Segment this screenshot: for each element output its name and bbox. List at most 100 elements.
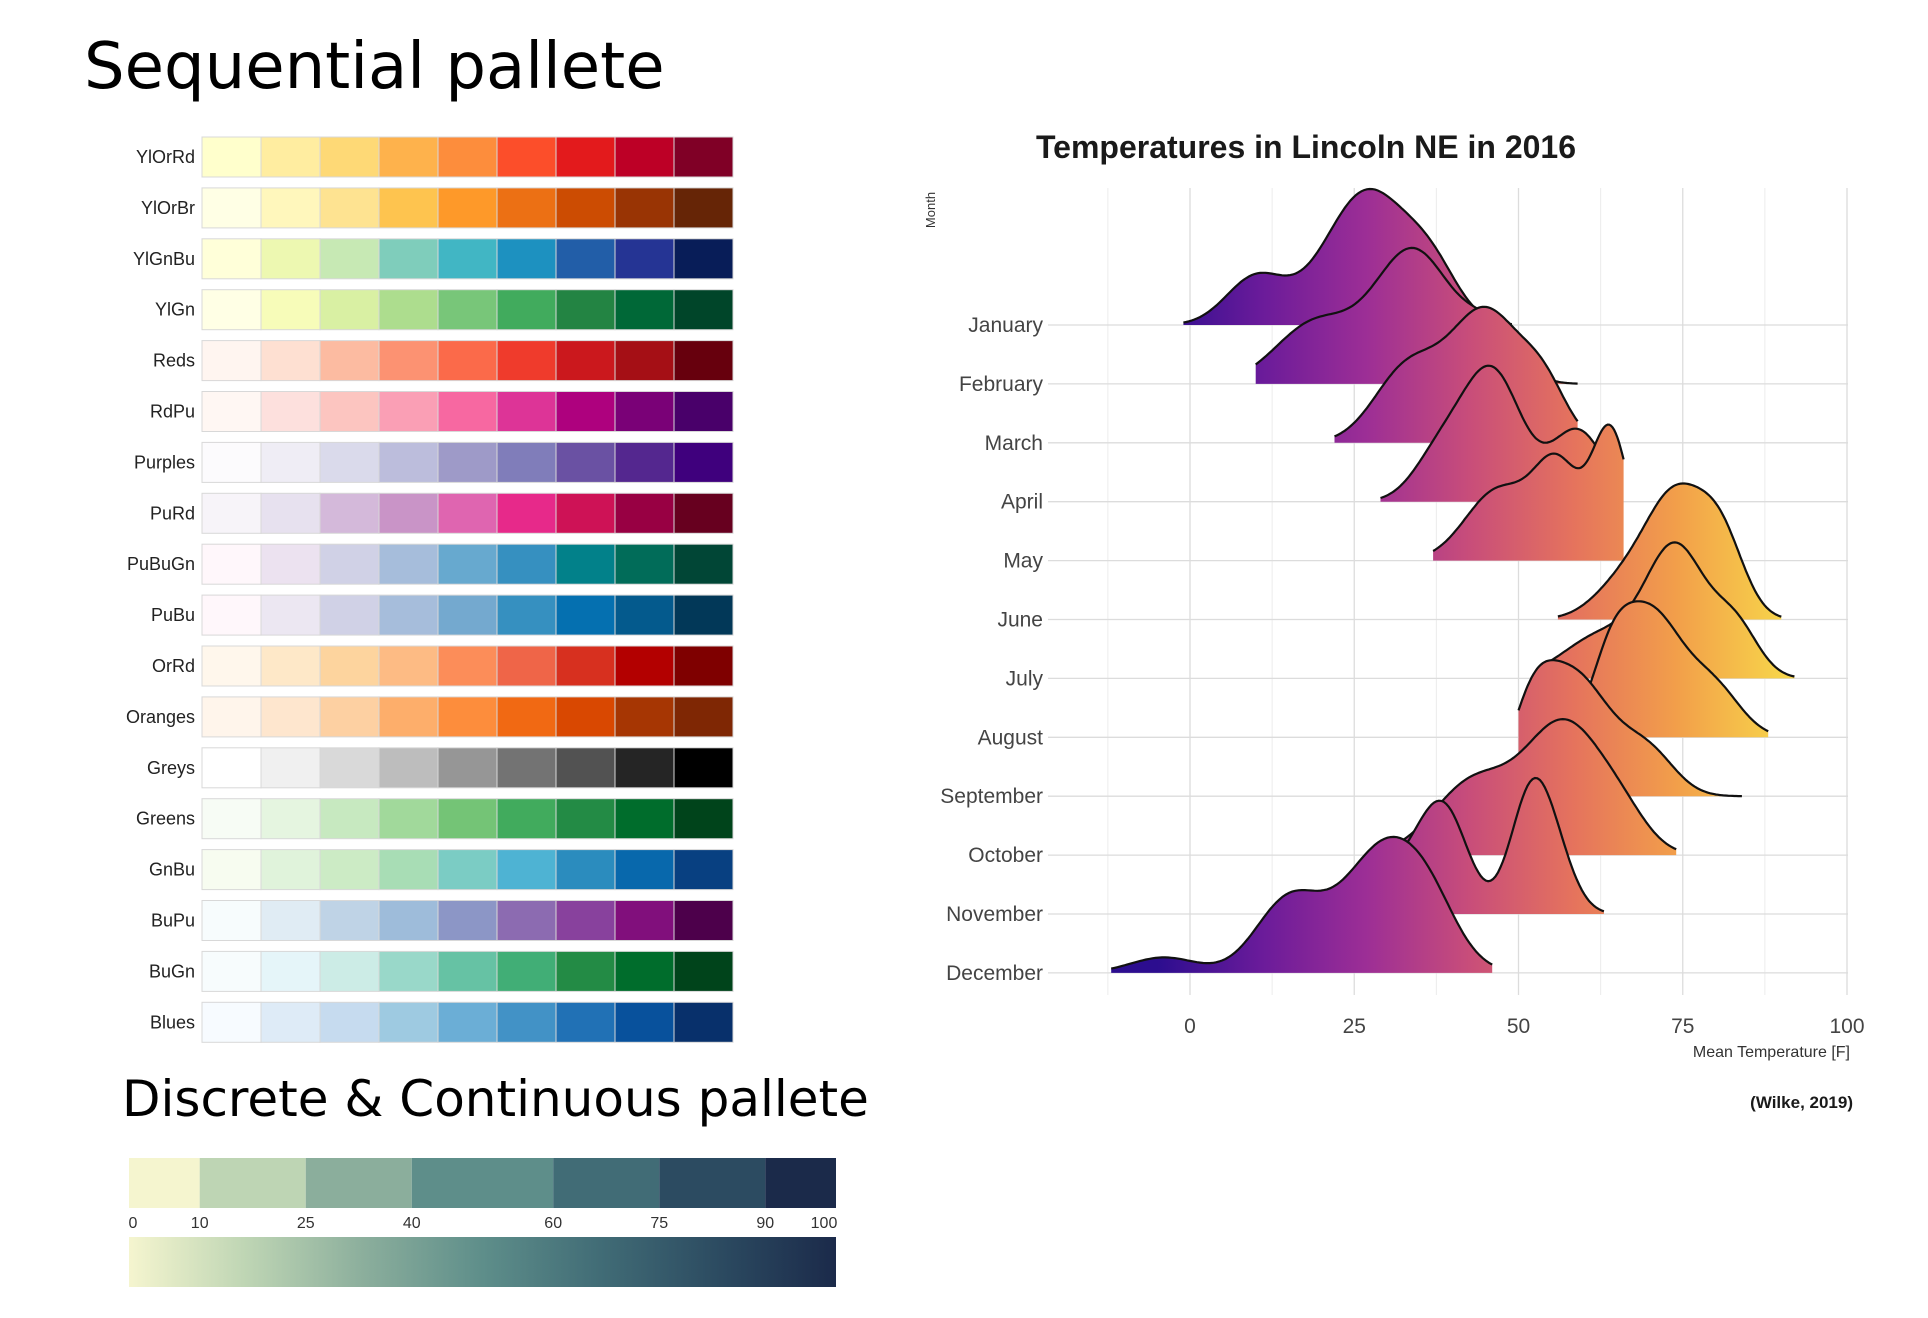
palette-swatch xyxy=(437,1001,498,1043)
palette-swatch xyxy=(319,950,380,992)
palette-row: YlOrRd xyxy=(136,136,734,178)
chart-caption: (Wilke, 2019) xyxy=(1750,1093,1853,1112)
palette-swatch xyxy=(260,594,321,636)
palette-label: Greens xyxy=(136,809,195,829)
palette-swatch xyxy=(614,289,675,331)
palette-swatch xyxy=(201,391,262,432)
palette-swatch xyxy=(378,238,439,280)
palette-swatch xyxy=(555,289,616,331)
palette-row: Oranges xyxy=(126,696,734,738)
x-tick-label: 100 xyxy=(1829,1015,1864,1038)
palette-swatch xyxy=(319,289,380,331)
palette-swatch xyxy=(555,543,616,585)
palette-label: BuPu xyxy=(151,911,195,931)
ridge-july-area xyxy=(1538,542,1795,679)
discrete-tick-label: 75 xyxy=(650,1215,668,1232)
palette-swatch xyxy=(496,187,557,229)
palette-swatch xyxy=(673,238,734,280)
palette-swatch xyxy=(496,391,557,432)
palette-swatch xyxy=(260,645,321,687)
palette-swatch xyxy=(378,798,439,840)
palette-swatch xyxy=(201,1001,262,1043)
palette-swatch xyxy=(260,441,321,483)
palette-swatch xyxy=(260,136,321,178)
palette-row: PuBuGn xyxy=(127,543,734,585)
palette-swatch xyxy=(673,645,734,687)
palette-swatch xyxy=(673,849,734,891)
palette-swatch xyxy=(201,798,262,840)
chart-title: Temperatures in Lincoln NE in 2016 xyxy=(1036,129,1576,165)
palette-swatch xyxy=(378,391,439,432)
palette-swatch xyxy=(378,950,439,992)
palette-swatch xyxy=(260,238,321,280)
palette-swatch xyxy=(260,340,321,382)
palette-label: Blues xyxy=(150,1012,195,1032)
palette-label: YlOrRd xyxy=(136,147,195,167)
palette-swatch xyxy=(614,492,675,534)
palette-swatch xyxy=(319,391,380,432)
sequential-palette-chart: YlOrRd YlOrBr YlGnBu YlGn Reds RdPu Purples PuR… xyxy=(126,136,734,1043)
palette-swatch xyxy=(614,1001,675,1043)
discrete-tick-label: 40 xyxy=(403,1215,421,1232)
palette-swatch xyxy=(260,950,321,992)
palette-swatch xyxy=(614,900,675,941)
palette-swatch xyxy=(555,696,616,738)
y-tick-label: April xyxy=(1001,491,1043,514)
palette-swatch xyxy=(496,238,557,280)
palette-swatch xyxy=(673,543,734,585)
palette-row: OrRd xyxy=(152,645,734,687)
palette-swatch xyxy=(496,747,557,789)
continuous-gradient-bar xyxy=(129,1237,836,1287)
palette-swatch xyxy=(673,696,734,738)
palette-row: RdPu xyxy=(150,391,734,432)
ridge-august-area xyxy=(1564,601,1769,738)
discrete-swatch xyxy=(411,1158,554,1208)
discrete-tick-label: 100 xyxy=(811,1215,838,1232)
palette-swatch xyxy=(614,391,675,432)
palette-swatch xyxy=(555,1001,616,1043)
palette-swatch xyxy=(201,849,262,891)
palette-swatch xyxy=(201,187,262,229)
palette-swatch xyxy=(437,136,498,178)
palette-swatch xyxy=(319,696,380,738)
palette-swatch xyxy=(437,340,498,382)
x-tick-label: 25 xyxy=(1343,1015,1366,1038)
palette-row: YlGn xyxy=(155,289,734,331)
ridge-april-line xyxy=(1380,364,1612,500)
palette-row: YlOrBr xyxy=(141,187,734,229)
palette-swatch xyxy=(673,747,734,789)
palette-swatch xyxy=(614,136,675,178)
palette-swatch xyxy=(437,696,498,738)
palette-swatch xyxy=(614,340,675,382)
ridge-july-line xyxy=(1537,541,1795,678)
palette-swatch xyxy=(496,950,557,992)
palette-swatch xyxy=(437,391,498,432)
palette-swatch xyxy=(378,441,439,483)
ridge-january-line xyxy=(1183,187,1512,326)
palette-swatch xyxy=(437,849,498,891)
palette-swatch xyxy=(437,950,498,992)
discrete-palette-heading: Discrete & Continuous pallete xyxy=(122,1070,869,1128)
palette-swatch xyxy=(673,1001,734,1043)
palette-label: GnBu xyxy=(149,860,195,880)
y-tick-label: March xyxy=(985,432,1043,455)
palette-swatch xyxy=(260,900,321,941)
palette-swatch xyxy=(673,798,734,840)
palette-swatch xyxy=(437,289,498,331)
palette-swatch xyxy=(555,747,616,789)
x-tick-label: 75 xyxy=(1671,1015,1694,1038)
palette-swatch xyxy=(378,543,439,585)
palette-swatch xyxy=(437,187,498,229)
palette-label: RdPu xyxy=(150,402,195,422)
palette-swatch xyxy=(201,289,262,331)
discrete-swatch xyxy=(129,1158,200,1208)
palette-swatch xyxy=(555,849,616,891)
palette-swatch xyxy=(201,238,262,280)
palette-row: BuPu xyxy=(151,900,734,941)
palette-label: YlGn xyxy=(155,300,195,320)
palette-label: OrRd xyxy=(152,656,195,676)
x-tick-label: 50 xyxy=(1507,1015,1530,1038)
palette-swatch xyxy=(437,747,498,789)
palette-swatch xyxy=(555,900,616,941)
palette-swatch xyxy=(437,543,498,585)
